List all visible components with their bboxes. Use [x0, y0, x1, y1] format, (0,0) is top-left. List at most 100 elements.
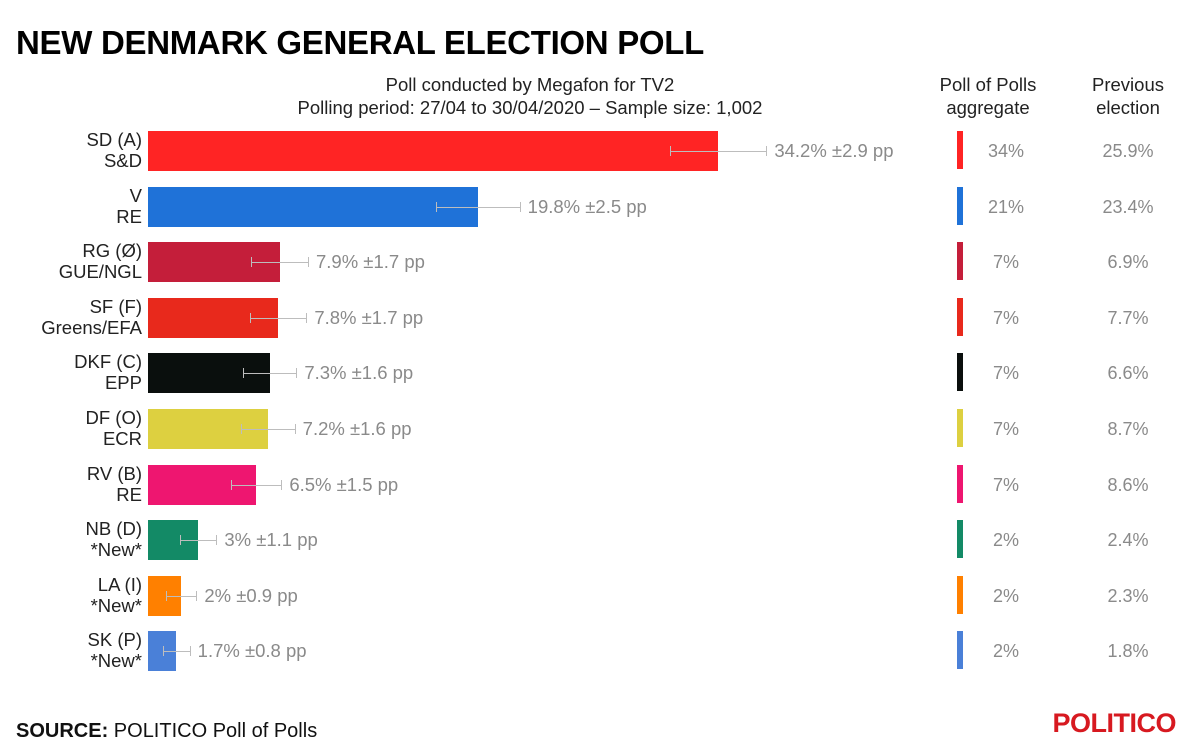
error-bar — [243, 373, 297, 375]
aggregate-value: 7% — [992, 307, 1019, 328]
aggregate-swatch — [957, 409, 963, 447]
aggregate-header-line2: aggregate — [946, 97, 1030, 118]
poll-bar — [148, 131, 718, 171]
poll-value-label: 7.8% ±1.7 pp — [314, 306, 424, 328]
aggregate-value: 7% — [992, 419, 1019, 439]
party-label: DF (O) — [85, 407, 142, 428]
group-label: *New* — [90, 650, 142, 672]
error-bar-cap-left — [669, 146, 671, 156]
aggregate-header-line1: Poll of Polls — [939, 74, 1037, 95]
error-bar-cap-right — [281, 479, 283, 490]
poll-bar — [148, 186, 478, 227]
group-label: *New* — [90, 594, 142, 616]
error-bar-cap-left — [179, 535, 181, 546]
party-label: LA (I) — [97, 573, 142, 595]
source-text: POLITICO Poll of Polls — [108, 720, 318, 742]
error-bar-cap-right — [196, 590, 198, 601]
error-bar — [163, 651, 190, 653]
group-label: S&D — [103, 150, 142, 171]
error-bar-cap-left — [243, 368, 244, 379]
party-label: SF (F) — [89, 295, 142, 317]
aggregate-value: 2% — [992, 641, 1019, 662]
error-bar-cap-left — [163, 646, 164, 657]
aggregate-swatch — [957, 242, 963, 281]
party-label: DKF (C) — [74, 351, 142, 373]
poll-value-label: 19.8% ±2.5 pp — [527, 195, 647, 217]
group-label: Greens/EFA — [41, 316, 142, 338]
error-bar-cap-right — [308, 257, 309, 268]
error-bar-cap-left — [249, 312, 251, 323]
party-label: RV (B) — [86, 462, 142, 484]
poll-value-label: 7.2% ±1.6 pp — [302, 418, 412, 439]
group-label: RE — [116, 205, 142, 227]
poll-value-label: 1.7% ±0.8 pp — [197, 640, 307, 662]
error-bar-cap-right — [519, 201, 521, 212]
error-bar-cap-right — [296, 368, 298, 379]
previous-header-line1: Previous — [1092, 74, 1164, 95]
error-bar — [231, 484, 282, 486]
aggregate-swatch — [957, 131, 963, 169]
error-bar — [179, 540, 217, 542]
aggregate-value: 7% — [992, 363, 1019, 384]
aggregate-value: 2% — [992, 585, 1019, 606]
aggregate-value: 2% — [992, 530, 1019, 551]
poll-value-label: 6.5% ±1.5 pp — [289, 473, 399, 495]
previous-election-value: 8.6% — [1107, 474, 1149, 495]
error-bar — [436, 206, 520, 208]
error-bar — [669, 151, 767, 152]
error-bar-cap-right — [306, 312, 308, 323]
group-label: ECR — [102, 428, 142, 449]
previous-election-value: 7.7% — [1107, 307, 1149, 328]
error-bar-cap-left — [231, 479, 233, 490]
party-label: V — [129, 184, 142, 206]
party-label: SK (P) — [87, 629, 142, 651]
politico-logo[interactable]: POLITICO — [1052, 708, 1177, 738]
group-label: RE — [116, 483, 142, 505]
poll-value-label: 3% ±1.1 pp — [224, 529, 318, 551]
chart-title: NEW DENMARK GENERAL ELECTION POLL — [16, 24, 704, 61]
poll-value-label: 7.9% ±1.7 pp — [316, 251, 425, 273]
error-bar-cap-right — [294, 424, 296, 434]
aggregate-value: 7% — [992, 474, 1019, 495]
error-bar — [251, 262, 308, 264]
group-label: GUE/NGL — [58, 261, 142, 283]
error-bar-cap-left — [241, 424, 243, 434]
source-label: SOURCE: — [16, 720, 109, 742]
party-label: SD (A) — [86, 129, 143, 150]
error-bar — [241, 429, 295, 430]
error-bar — [249, 317, 307, 319]
previous-election-value: 6.9% — [1107, 252, 1149, 273]
chart-subtitle-line1: Poll conducted by Megafon for TV2 — [385, 74, 675, 95]
previous-election-value: 8.7% — [1107, 419, 1149, 439]
previous-election-value: 1.8% — [1107, 641, 1149, 662]
poll-value-label: 7.3% ±1.6 pp — [304, 362, 414, 384]
party-label: NB (D) — [85, 518, 142, 540]
aggregate-swatch — [957, 186, 963, 225]
previous-election-value: 2.3% — [1107, 585, 1149, 606]
source-note: SOURCE: POLITICO Poll of Polls — [16, 720, 317, 743]
party-label: RG (Ø) — [82, 240, 142, 262]
error-bar-cap-left — [251, 257, 253, 268]
poll-value-label: 34.2% ±2.9 pp — [774, 140, 894, 161]
aggregate-swatch — [957, 631, 963, 670]
aggregate-swatch — [957, 353, 963, 392]
aggregate-value: 34% — [987, 141, 1025, 161]
chart-subtitle-line2: Polling period: 27/04 to 30/04/2020 – Sa… — [297, 97, 763, 118]
group-label: EPP — [104, 372, 142, 394]
aggregate-swatch — [957, 520, 963, 559]
error-bar-cap-right — [216, 535, 218, 546]
aggregate-value: 21% — [987, 196, 1025, 217]
aggregate-value: 7% — [992, 252, 1019, 273]
error-bar — [166, 595, 197, 597]
previous-election-value: 6.6% — [1107, 363, 1149, 384]
aggregate-swatch — [957, 297, 963, 336]
error-bar-cap-left — [166, 590, 168, 601]
error-bar-cap-right — [189, 646, 191, 657]
previous-election-value: 25.9% — [1102, 141, 1154, 161]
aggregate-swatch — [957, 575, 963, 614]
previous-election-value: 2.4% — [1107, 530, 1149, 551]
aggregate-swatch — [957, 464, 963, 503]
previous-election-value: 23.4% — [1102, 196, 1154, 217]
error-bar-cap-left — [436, 201, 438, 212]
poll-value-label: 2% ±0.9 pp — [204, 584, 298, 606]
